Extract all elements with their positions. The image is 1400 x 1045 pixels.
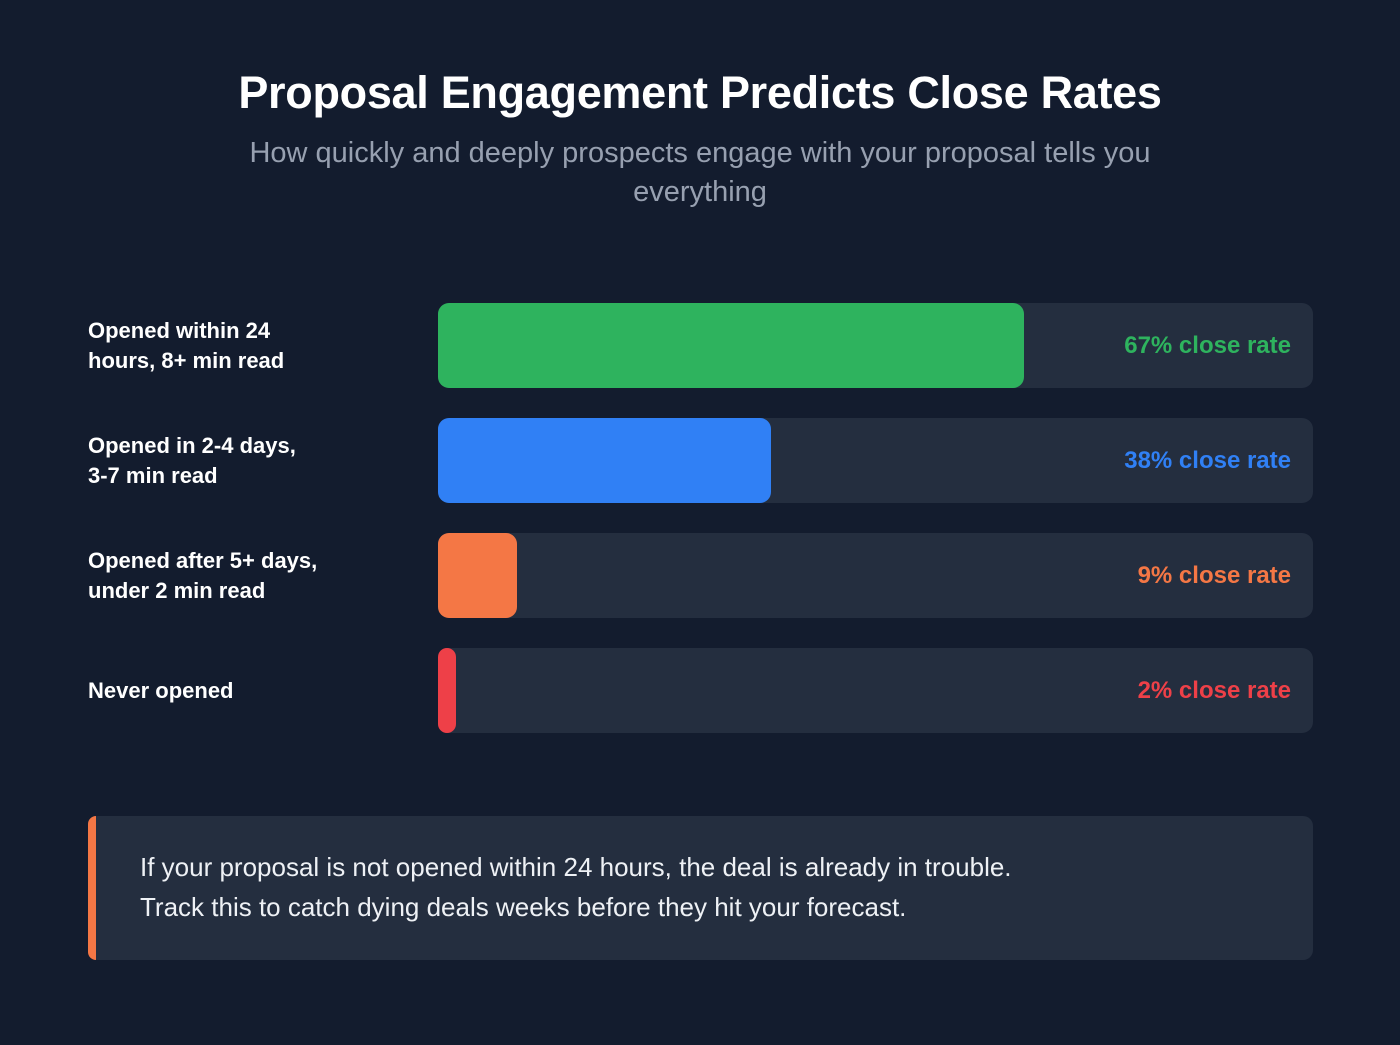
chart-row: Never opened 2% close rate	[0, 648, 1400, 733]
row-label-line-1: Opened in 2-4 days,	[88, 433, 296, 459]
value-label-opened-within-24-hours: 67% close rate	[1124, 331, 1291, 359]
value-label-never-opened: 2% close rate	[1137, 676, 1291, 704]
row-label-opened-within-24-hours: Opened within 24 hours, 8+ min read	[88, 303, 418, 388]
bar-fill-never-opened	[438, 648, 456, 733]
bar-fill-opened-within-24-hours	[438, 303, 1025, 388]
page-title: Proposal Engagement Predicts Close Rates	[238, 67, 1162, 118]
row-label-opened-after-5-days: Opened after 5+ days, under 2 min read	[88, 533, 418, 618]
row-label-line-2: under 2 min read	[88, 577, 266, 603]
row-label-line-2: 3-7 min read	[88, 462, 218, 488]
bar-track: 2% close rate	[438, 648, 1313, 733]
header: Proposal Engagement Predicts Close Rates…	[0, 0, 1400, 211]
row-label-line-2: hours, 8+ min read	[88, 347, 285, 373]
page-subtitle: How quickly and deeply prospects engage …	[249, 137, 1151, 208]
bar-track: 38% close rate	[438, 418, 1313, 503]
bar-fill-opened-after-5-days	[438, 533, 517, 618]
row-label-line-1: Opened within 24	[88, 318, 271, 344]
chart-row: Opened within 24 hours, 8+ min read 67% …	[0, 303, 1400, 388]
bar-fill-opened-in-2-4-days	[438, 418, 771, 503]
callout-line-2: Track this to catch dying deals weeks be…	[140, 892, 907, 922]
chart-row: Opened after 5+ days, under 2 min read 9…	[0, 533, 1400, 618]
callout-line-1: If your proposal is not opened within 24…	[140, 852, 1012, 883]
value-label-opened-in-2-4-days: 38% close rate	[1124, 446, 1291, 474]
bar-track: 67% close rate	[438, 303, 1313, 388]
callout-accent-bar	[88, 816, 96, 960]
close-rate-bar-chart: Opened within 24 hours, 8+ min read 67% …	[0, 303, 1400, 733]
callout-text: If your proposal is not opened within 24…	[88, 848, 1052, 927]
chart-row: Opened in 2-4 days, 3-7 min read 38% clo…	[0, 418, 1400, 503]
insight-callout: If your proposal is not opened within 24…	[88, 816, 1313, 960]
value-label-opened-after-5-days: 9% close rate	[1137, 561, 1291, 589]
bar-track: 9% close rate	[438, 533, 1313, 618]
row-label-line-1: Never opened	[88, 677, 234, 703]
row-label-opened-in-2-4-days: Opened in 2-4 days, 3-7 min read	[88, 418, 418, 503]
row-label-never-opened: Never opened	[88, 648, 418, 733]
row-label-line-1: Opened after 5+ days,	[88, 548, 318, 574]
